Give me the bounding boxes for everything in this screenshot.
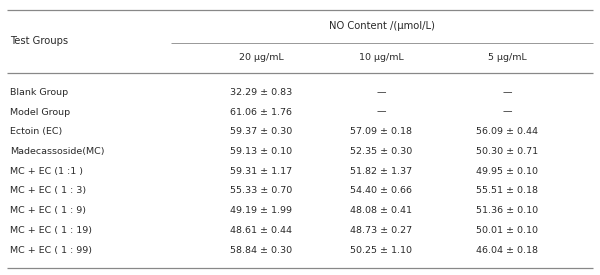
Text: —: — [502,108,512,117]
Text: 55.33 ± 0.70: 55.33 ± 0.70 [230,186,292,196]
Text: —: — [502,88,512,97]
Text: MC + EC ( 1 : 9): MC + EC ( 1 : 9) [10,206,86,215]
Text: 48.73 ± 0.27: 48.73 ± 0.27 [350,226,412,235]
Text: MC + EC ( 1 : 19): MC + EC ( 1 : 19) [10,226,92,235]
Text: 5 μg/mL: 5 μg/mL [488,53,526,62]
Text: 57.09 ± 0.18: 57.09 ± 0.18 [350,127,412,136]
Text: 59.13 ± 0.10: 59.13 ± 0.10 [230,147,292,156]
Text: MC + EC ( 1 : 3): MC + EC ( 1 : 3) [10,186,86,196]
Text: 58.84 ± 0.30: 58.84 ± 0.30 [230,246,292,255]
Text: MC + EC ( 1 : 99): MC + EC ( 1 : 99) [10,246,92,255]
Text: 49.95 ± 0.10: 49.95 ± 0.10 [476,167,538,176]
Text: 56.09 ± 0.44: 56.09 ± 0.44 [476,127,538,136]
Text: 32.29 ± 0.83: 32.29 ± 0.83 [230,88,292,97]
Text: 49.19 ± 1.99: 49.19 ± 1.99 [230,206,292,215]
Text: 10 μg/mL: 10 μg/mL [359,53,403,62]
Text: Madecassoside(MC): Madecassoside(MC) [10,147,105,156]
Text: 46.04 ± 0.18: 46.04 ± 0.18 [476,246,538,255]
Text: 50.30 ± 0.71: 50.30 ± 0.71 [476,147,538,156]
Text: Ectoin (EC): Ectoin (EC) [10,127,62,136]
Text: 50.25 ± 1.10: 50.25 ± 1.10 [350,246,412,255]
Text: 48.08 ± 0.41: 48.08 ± 0.41 [350,206,412,215]
Text: —: — [376,88,386,97]
Text: 48.61 ± 0.44: 48.61 ± 0.44 [230,226,292,235]
Text: 20 μg/mL: 20 μg/mL [239,53,283,62]
Text: 59.37 ± 0.30: 59.37 ± 0.30 [230,127,292,136]
Text: 52.35 ± 0.30: 52.35 ± 0.30 [350,147,412,156]
Text: —: — [376,108,386,117]
Text: 59.31 ± 1.17: 59.31 ± 1.17 [230,167,292,176]
Text: 50.01 ± 0.10: 50.01 ± 0.10 [476,226,538,235]
Text: Blank Group: Blank Group [10,88,68,97]
Text: NO Content /(μmol/L): NO Content /(μmol/L) [329,21,435,31]
Text: 55.51 ± 0.18: 55.51 ± 0.18 [476,186,538,196]
Text: Test Groups: Test Groups [10,36,68,46]
Text: Model Group: Model Group [10,108,70,117]
Text: 51.36 ± 0.10: 51.36 ± 0.10 [476,206,538,215]
Text: 54.40 ± 0.66: 54.40 ± 0.66 [350,186,412,196]
Text: MC + EC (1 :1 ): MC + EC (1 :1 ) [10,167,83,176]
Text: 51.82 ± 1.37: 51.82 ± 1.37 [350,167,412,176]
Text: 61.06 ± 1.76: 61.06 ± 1.76 [230,108,292,117]
